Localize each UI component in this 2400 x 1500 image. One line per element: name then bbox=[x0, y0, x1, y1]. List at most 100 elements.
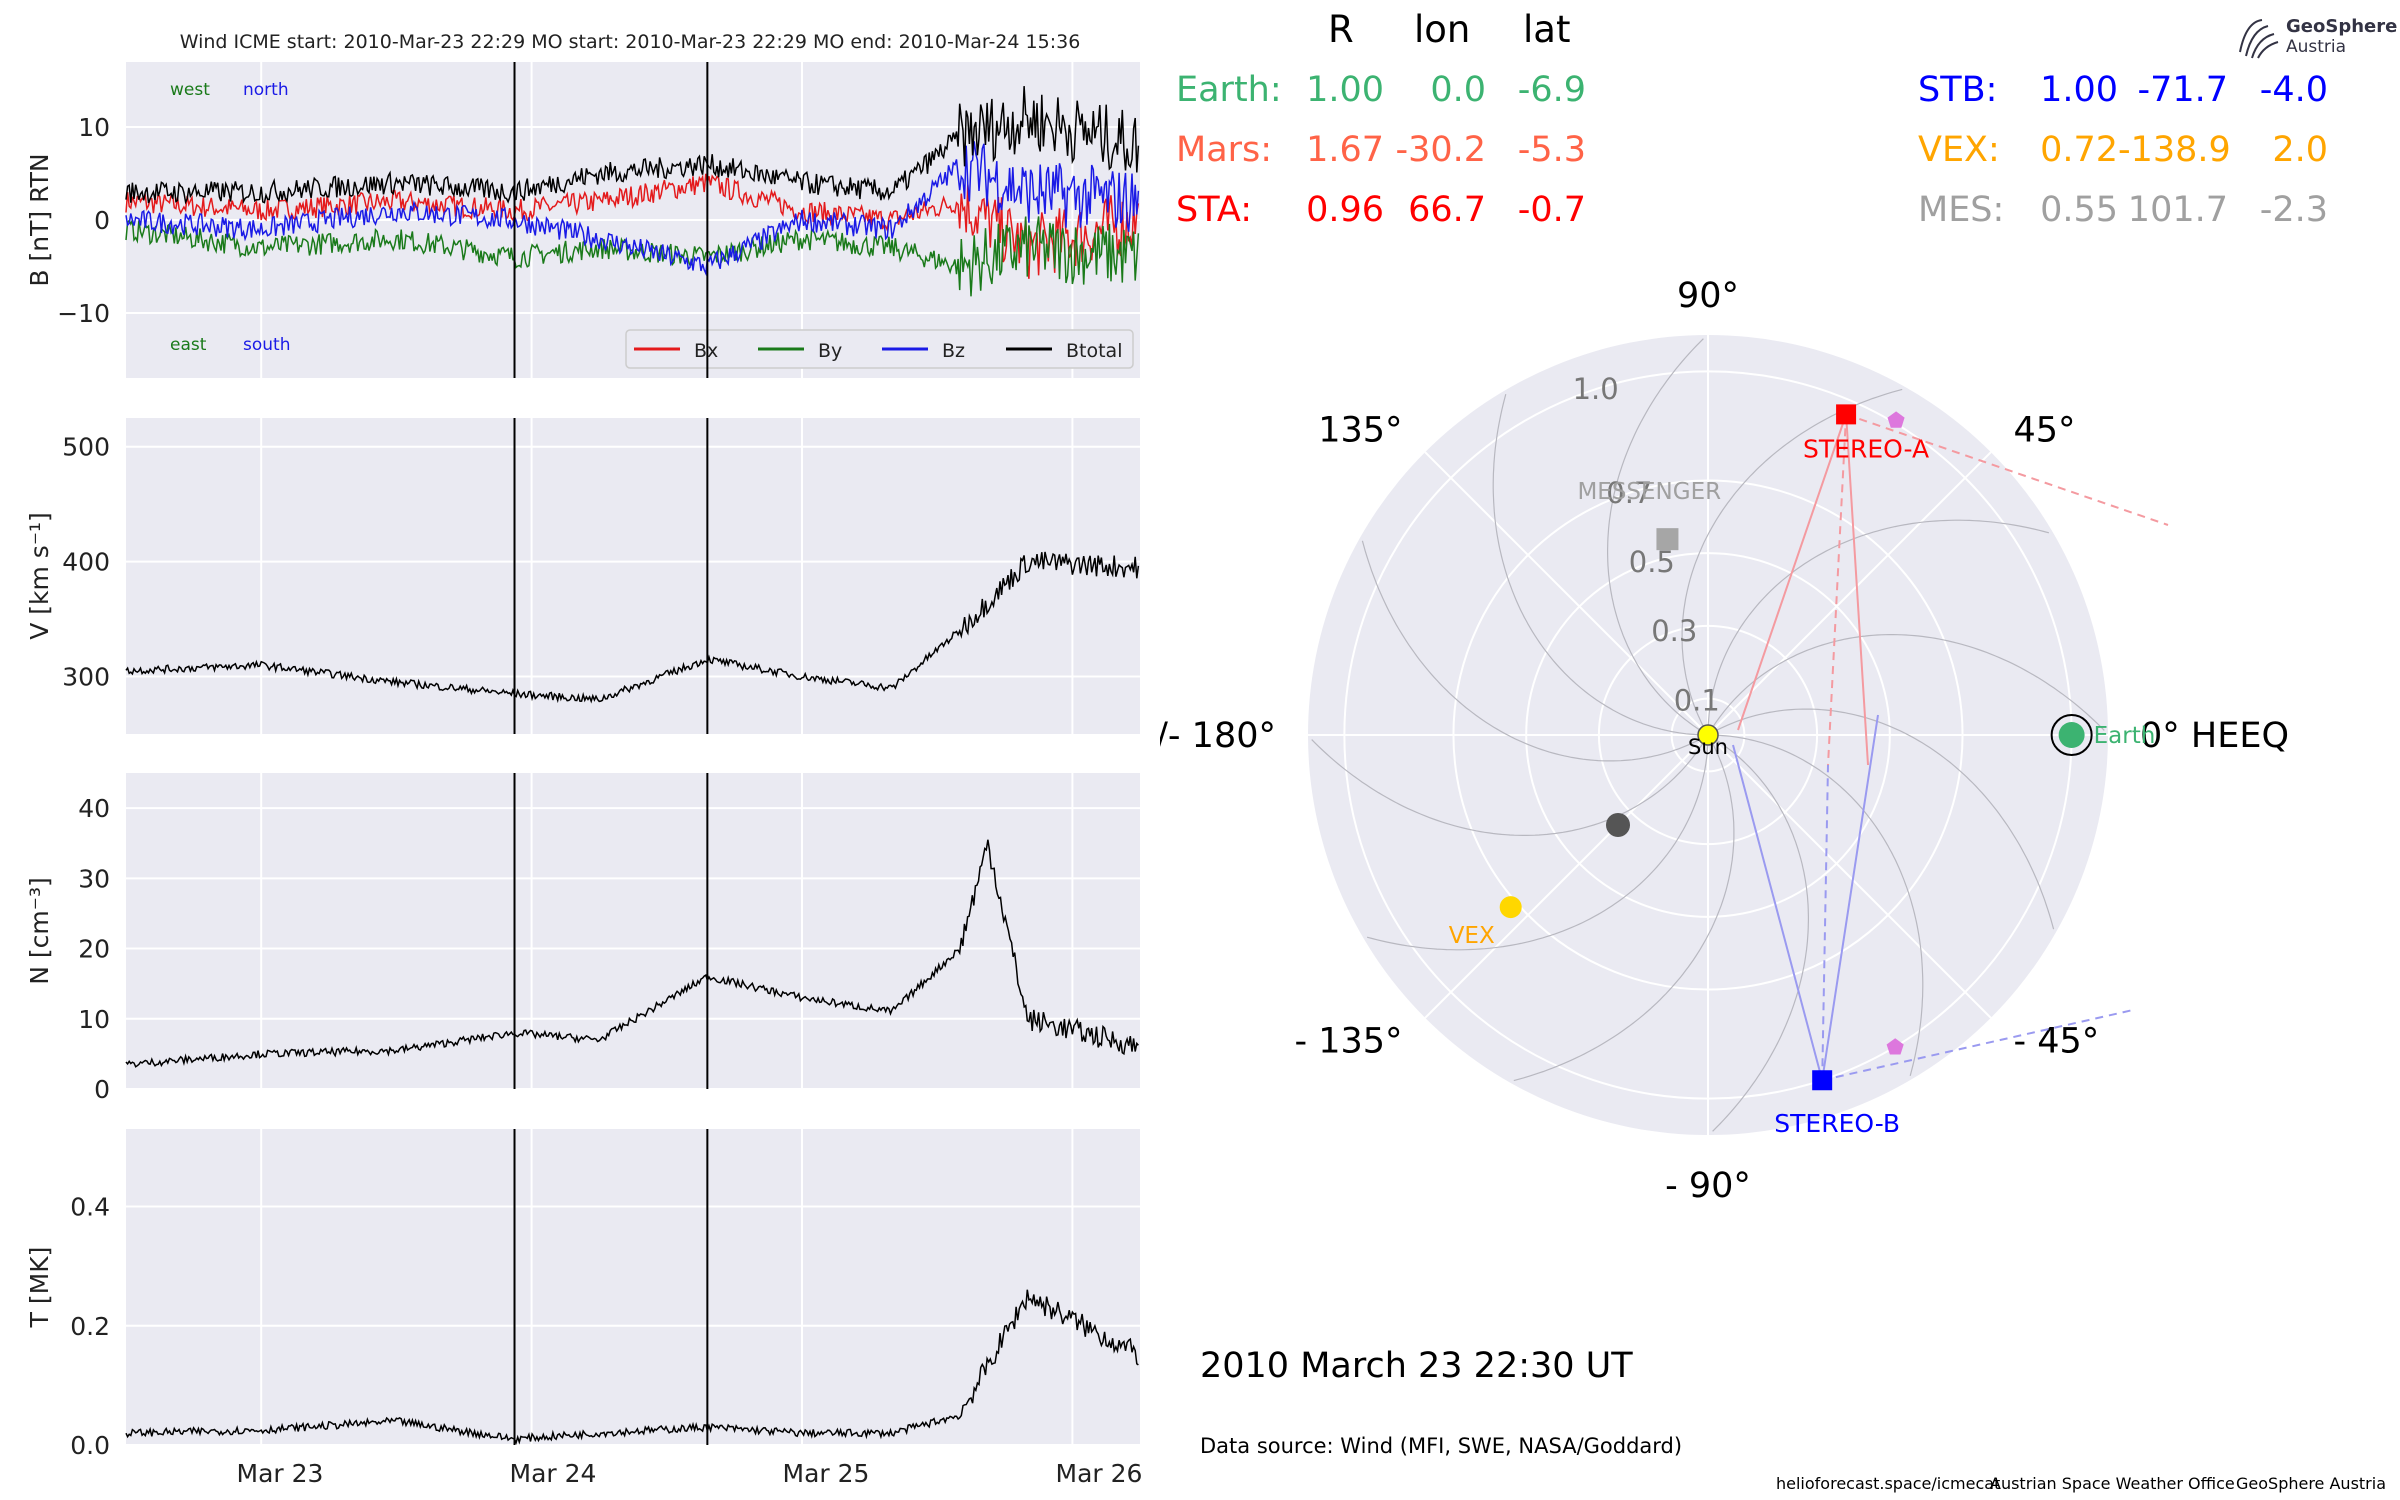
stereo-a-label: STEREO-A bbox=[1803, 434, 1929, 463]
y-tick-label: 20 bbox=[78, 935, 110, 964]
angular-gridline bbox=[1707, 451, 1992, 736]
stb-connection-line bbox=[1821, 1009, 2134, 1082]
geosphere-logo: GeoSphere Austria bbox=[2232, 12, 2397, 62]
y-tick-label: 500 bbox=[62, 433, 110, 462]
angle-label: 135° bbox=[1318, 411, 1402, 451]
sta-pentagon-marker bbox=[1887, 411, 1905, 428]
y-tick-label: 40 bbox=[78, 794, 110, 823]
polar-plot: 90°45°135°0° HEEQ+/- 180°- 45°- 135°- 90… bbox=[1160, 276, 2289, 1206]
row-vex: VEX: 0.72 -138.9 2.0 bbox=[1918, 130, 2328, 170]
footer-org: GeoSphere Austria bbox=[2236, 1474, 2387, 1493]
legend-bz: Bz bbox=[942, 340, 965, 362]
data-source: Data source: Wind (MFI, SWE, NASA/Goddar… bbox=[1200, 1434, 1683, 1458]
insitu-title: Wind ICME start: 2010-Mar-23 22:29 MO st… bbox=[180, 31, 1081, 53]
sta-connection-line bbox=[1845, 414, 1869, 766]
stereo-b-label: STEREO-B bbox=[1774, 1109, 1900, 1138]
angular-gridline bbox=[1707, 734, 1992, 1019]
panel-b-field: −10 0 10 west north east south Bx By Bz Bt… bbox=[25, 62, 1140, 378]
date-tick: Mar 26 bbox=[1056, 1459, 1143, 1488]
sta-connection-line bbox=[1845, 413, 2169, 526]
radial-label: 0.5 bbox=[1629, 545, 1675, 579]
sun-marker bbox=[1697, 724, 1719, 746]
y-tick-label: 10 bbox=[78, 113, 110, 142]
stb-connection-line bbox=[1821, 714, 1879, 1081]
panel-density: 0 10 20 30 40 N [cm⁻³] bbox=[25, 773, 1140, 1104]
vex-label: VEX bbox=[1449, 923, 1495, 949]
date-tick: Mar 23 bbox=[237, 1459, 324, 1488]
messenger-marker bbox=[1656, 528, 1679, 551]
t-ylabel: T [MK] bbox=[25, 1247, 54, 1329]
radial-label: 1.0 bbox=[1573, 372, 1619, 406]
north-label: north bbox=[243, 80, 289, 100]
y-tick-label: 10 bbox=[78, 1005, 110, 1034]
mercury-marker bbox=[1606, 812, 1631, 837]
b-ylabel: B [nT] RTN bbox=[25, 153, 54, 286]
angle-label: - 90° bbox=[1665, 1166, 1751, 1206]
east-label: east bbox=[170, 335, 207, 355]
y-tick-label: 300 bbox=[62, 663, 110, 692]
earth-orbit-ring bbox=[2050, 714, 2093, 756]
radial-label: 0.7 bbox=[1606, 476, 1652, 510]
logo-line1: GeoSphere bbox=[2286, 16, 2398, 37]
west-label: west bbox=[170, 80, 210, 100]
series-line-T bbox=[125, 1289, 1139, 1445]
angular-gridline bbox=[1424, 734, 1709, 1019]
radial-label: 0.3 bbox=[1651, 614, 1697, 648]
legend-btotal: Btotal bbox=[1066, 340, 1122, 362]
row-mes: MES: 0.55 101.7 -2.3 bbox=[1918, 190, 2328, 230]
messenger-label: MESSENGER bbox=[1577, 479, 1721, 505]
y-tick-label: 0.4 bbox=[70, 1193, 110, 1222]
legend-by: By bbox=[818, 340, 842, 362]
y-tick-label: 0.2 bbox=[70, 1312, 110, 1341]
footer-website: helioforecast.space/icmecat bbox=[1776, 1474, 2001, 1493]
panel-velocity: 300 400 500 V [km s⁻¹] bbox=[25, 418, 1140, 734]
angle-label: 45° bbox=[2013, 411, 2075, 451]
geosphere-logo-icon bbox=[2239, 19, 2279, 59]
panel-temperature: 0.0 0.2 0.4 T [MK] bbox=[25, 1129, 1140, 1460]
series-line-Bz bbox=[125, 141, 1140, 277]
legend-bx: Bx bbox=[694, 340, 718, 362]
row-earth: Earth: 1.00 0.0 -6.9 bbox=[1176, 70, 1586, 110]
angle-label: 0° HEEQ bbox=[2140, 716, 2289, 756]
parker-spiral bbox=[1513, 741, 1735, 1082]
parker-spiral bbox=[1715, 734, 1924, 1077]
timestamp: 2010 March 23 22:30 UT bbox=[1200, 1346, 1633, 1386]
parker-spiral bbox=[1366, 742, 1709, 951]
parker-spiral bbox=[1714, 708, 2055, 930]
earth-marker bbox=[2058, 722, 2085, 748]
parker-spiral bbox=[1681, 388, 1903, 729]
sun-label: Sun bbox=[1688, 735, 1728, 759]
vex-marker bbox=[1499, 896, 1522, 919]
sta-connection-line bbox=[1827, 414, 1848, 766]
b-legend: Bx By Bz Btotal bbox=[625, 329, 1134, 369]
y-tick-label: 400 bbox=[62, 548, 110, 577]
footer-office: Austrian Space Weather Office bbox=[1990, 1474, 2235, 1493]
angle-label: 90° bbox=[1677, 276, 1739, 316]
sta-connection-line bbox=[1737, 414, 1848, 731]
header-r: R bbox=[1328, 8, 1354, 51]
stb-connection-line bbox=[1821, 764, 1829, 1081]
y-tick-label: 0.0 bbox=[70, 1431, 110, 1460]
y-tick-label: 0 bbox=[94, 1075, 110, 1104]
parker-spiral bbox=[1492, 393, 1701, 736]
parker-spiral bbox=[1712, 738, 1809, 1132]
radial-label: 0.1 bbox=[1674, 683, 1720, 717]
row-stb: STB: 1.00 -71.7 -4.0 bbox=[1918, 70, 2328, 110]
angular-gridline bbox=[1424, 451, 1709, 736]
row-sta: STA: 0.96 66.7 -0.7 bbox=[1176, 190, 1586, 230]
parker-spiral bbox=[1707, 519, 2050, 728]
v-ylabel: V [km s⁻¹] bbox=[25, 512, 54, 640]
earth-label: Earth bbox=[2094, 723, 2156, 749]
header-lon: lon bbox=[1414, 8, 1471, 51]
series-line-By bbox=[125, 216, 1140, 297]
y-tick-label: 0 bbox=[94, 206, 110, 235]
angle-label: +/- 180° bbox=[1160, 716, 1276, 756]
stb-connection-line bbox=[1732, 744, 1824, 1081]
logo-line2: Austria bbox=[2286, 37, 2347, 57]
series-line-Btotal bbox=[125, 86, 1140, 205]
series-line-N bbox=[125, 839, 1139, 1068]
parker-spiral bbox=[1607, 338, 1704, 732]
date-tick: Mar 25 bbox=[783, 1459, 870, 1488]
row-mars: Mars: 1.67 -30.2 -5.3 bbox=[1176, 130, 1586, 170]
